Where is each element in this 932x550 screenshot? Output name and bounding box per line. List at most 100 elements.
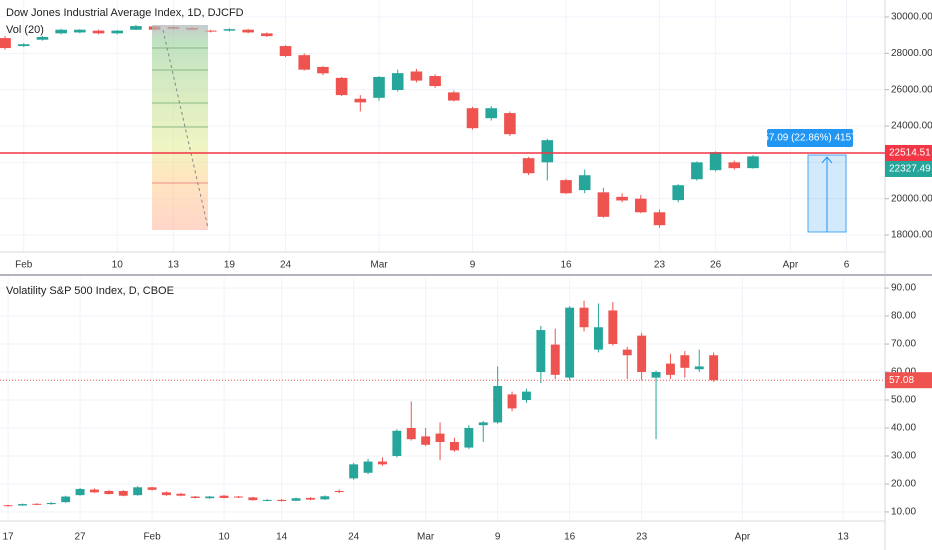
candle-body bbox=[17, 504, 27, 506]
candle-body bbox=[219, 495, 229, 498]
x-tick-label: 19 bbox=[224, 260, 236, 271]
candle-body bbox=[46, 502, 56, 505]
x-tick-label: Feb bbox=[15, 260, 33, 271]
candle-body bbox=[478, 422, 488, 426]
measure-label: 4157.09 (22.86%) 415709 bbox=[752, 133, 868, 144]
candle-body bbox=[597, 192, 610, 217]
candle-body bbox=[522, 158, 535, 174]
y-tick-label: 30.00 bbox=[891, 451, 916, 462]
candle-body bbox=[335, 77, 348, 96]
candle-body bbox=[410, 71, 423, 81]
candle-body bbox=[691, 162, 703, 180]
fib-levels bbox=[152, 47, 208, 184]
candle-body bbox=[665, 363, 675, 375]
last-price-label-bg bbox=[885, 160, 932, 177]
candle-body bbox=[747, 156, 759, 169]
x-tick-label: 17 bbox=[3, 532, 15, 543]
x-tick-label: Apr bbox=[783, 260, 799, 271]
x-tick-label: 24 bbox=[280, 260, 292, 271]
candle-body bbox=[92, 30, 105, 34]
x-tick-label: 13 bbox=[838, 532, 850, 543]
candle-body bbox=[391, 73, 404, 91]
candle-body bbox=[277, 499, 287, 502]
candle-body bbox=[536, 330, 546, 373]
candle-body bbox=[672, 185, 684, 201]
candle-body bbox=[608, 310, 618, 345]
candle-body bbox=[147, 487, 157, 490]
candle-body bbox=[406, 427, 416, 440]
y-tick-label: 10.00 bbox=[891, 507, 916, 518]
candle-body bbox=[635, 198, 647, 213]
candle-body bbox=[279, 46, 292, 57]
candle-body bbox=[75, 488, 85, 496]
candle-body bbox=[349, 464, 359, 479]
x-tick-label: 6 bbox=[844, 260, 850, 271]
candle-body bbox=[55, 29, 67, 34]
candle-body bbox=[354, 98, 367, 103]
measure-arrowhead bbox=[821, 156, 833, 164]
last-price-label: 22327.49 bbox=[889, 164, 931, 175]
candle-body bbox=[448, 92, 460, 101]
candle-body bbox=[421, 436, 431, 445]
x-tick-label: 23 bbox=[654, 260, 666, 271]
candle-body bbox=[449, 441, 459, 451]
trend-dash bbox=[162, 29, 209, 229]
candle-body bbox=[392, 430, 402, 456]
candle-body bbox=[709, 152, 722, 171]
x-tick-label: 13 bbox=[168, 260, 180, 271]
x-tick-label: Feb bbox=[143, 532, 161, 543]
candle-body bbox=[435, 433, 445, 442]
candle-body bbox=[550, 344, 560, 375]
candle-body bbox=[317, 66, 329, 74]
candle-body bbox=[485, 108, 498, 119]
x-tick-label: 14 bbox=[276, 532, 288, 543]
x-tick-label: Mar bbox=[417, 532, 435, 543]
candle-body bbox=[651, 372, 661, 378]
x-tick-label: Apr bbox=[735, 532, 751, 543]
x-tick-label: 26 bbox=[710, 260, 722, 271]
candle-body bbox=[377, 461, 387, 465]
candle-body bbox=[133, 487, 143, 496]
y-tick-label: 26000.00 bbox=[891, 84, 932, 95]
candle-body bbox=[560, 180, 572, 194]
y-tick-label: 18000.00 bbox=[891, 230, 932, 241]
candle-body bbox=[466, 108, 479, 129]
x-tick-label: 16 bbox=[560, 260, 572, 271]
candle-body bbox=[429, 76, 441, 87]
x-tick-label: 10 bbox=[218, 532, 230, 543]
candle-body bbox=[579, 307, 589, 328]
candle-body bbox=[233, 496, 243, 498]
legend-title: Volatility S&P 500 Index, D, CBOE bbox=[6, 285, 174, 297]
candle-body bbox=[334, 490, 344, 493]
candle-body bbox=[593, 327, 603, 350]
candle-body bbox=[104, 490, 114, 495]
candle-body bbox=[320, 496, 330, 500]
y-tick-label: 20000.00 bbox=[891, 193, 932, 204]
candle-body bbox=[298, 55, 311, 70]
candle-body bbox=[130, 26, 142, 30]
candle-body bbox=[190, 496, 200, 498]
candle-body bbox=[653, 212, 666, 226]
last-price-label-bg bbox=[885, 372, 932, 389]
price-label: 22514.51 bbox=[889, 148, 931, 159]
candle-body bbox=[521, 391, 531, 401]
candle-body bbox=[291, 498, 301, 501]
y-tick-label: 80.00 bbox=[891, 311, 916, 322]
candle-body bbox=[507, 394, 517, 409]
candle-body bbox=[223, 29, 236, 31]
candle-body bbox=[204, 30, 217, 32]
x-tick-label: 16 bbox=[564, 532, 576, 543]
fib-zone bbox=[152, 25, 208, 230]
measure-label-bg bbox=[767, 129, 853, 147]
candle-body bbox=[36, 36, 49, 40]
candle-body bbox=[464, 427, 474, 448]
candle-body bbox=[493, 386, 503, 423]
candle-body bbox=[637, 335, 647, 373]
candle-body bbox=[261, 33, 273, 37]
candle-body bbox=[541, 140, 554, 163]
x-tick-label: 10 bbox=[112, 260, 124, 271]
x-tick-label: 23 bbox=[636, 532, 648, 543]
y-tick-label: 28000.00 bbox=[891, 48, 932, 59]
candle-body bbox=[32, 503, 42, 505]
